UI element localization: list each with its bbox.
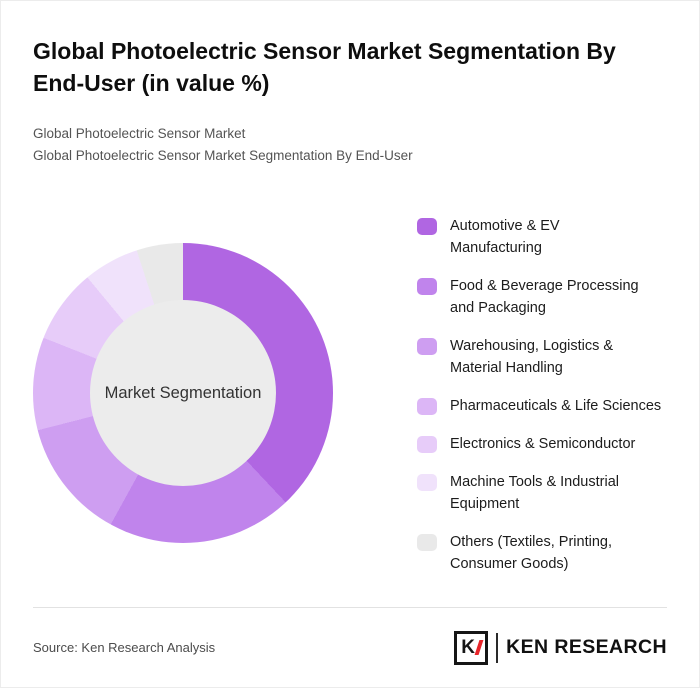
logo-red-accent	[474, 640, 484, 655]
legend-label: Warehousing, Logistics & Material Handli…	[450, 338, 614, 377]
legend-item: Automotive & EV Manufacturing	[417, 215, 667, 259]
legend-label: Pharmaceuticals & Life Sciences	[450, 398, 662, 415]
legend-label: Electronics & Semiconductor	[450, 436, 636, 453]
logo-k-icon: K	[454, 630, 489, 665]
legend-swatch	[417, 474, 437, 492]
logo-text: KEN RESEARCH	[506, 636, 667, 658]
logo-k-letter: K	[461, 636, 476, 658]
chart-legend: Automotive & EV Manufacturing Food & Bev…	[417, 213, 667, 575]
legend-swatch	[417, 278, 437, 296]
ken-research-logo: K KEN RESEARCH	[454, 630, 667, 665]
legend-item: Others (Textiles, Printing, Consumer Goo…	[417, 531, 667, 575]
source-text: Source: Ken Research Analysis	[33, 640, 216, 655]
legend-swatch	[417, 338, 437, 356]
legend-item: Machine Tools & Industrial Equipment	[417, 471, 667, 515]
legend-swatch	[417, 436, 437, 454]
footer: Source: Ken Research Analysis K KEN RESE…	[33, 608, 667, 687]
subtitle-block: Global Photoelectric Sensor Market Globa…	[33, 123, 667, 167]
legend-label: Food & Beverage Processing and Packaging	[450, 278, 639, 317]
subtitle-market: Global Photoelectric Sensor Market	[33, 126, 246, 142]
legend-swatch	[417, 398, 437, 416]
legend-swatch	[417, 534, 437, 552]
donut-center-label: Market Segmentation	[90, 300, 276, 487]
logo-divider-bar	[496, 632, 499, 663]
legend-swatch	[417, 218, 437, 236]
legend-label: Machine Tools & Industrial Equipment	[450, 474, 619, 513]
legend-item: Pharmaceuticals & Life Sciences	[417, 395, 667, 417]
chart-area: Market Segmentation Automotive & EV Manu…	[33, 213, 667, 575]
legend-label: Others (Textiles, Printing, Consumer Goo…	[450, 534, 612, 573]
legend-item: Food & Beverage Processing and Packaging	[417, 275, 667, 319]
subtitle-segmentation: Global Photoelectric Sensor Market Segme…	[33, 148, 413, 164]
legend-item: Warehousing, Logistics & Material Handli…	[417, 335, 667, 379]
donut-chart: Market Segmentation	[33, 243, 333, 544]
page-title: Global Photoelectric Sensor Market Segme…	[33, 38, 616, 97]
legend-label: Automotive & EV Manufacturing	[450, 218, 560, 257]
legend-item: Electronics & Semiconductor	[417, 433, 667, 455]
footer-divider	[33, 607, 667, 608]
